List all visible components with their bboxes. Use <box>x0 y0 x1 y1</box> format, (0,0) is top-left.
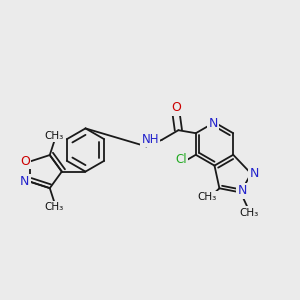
Text: O: O <box>20 155 30 168</box>
Text: CH₃: CH₃ <box>45 202 64 212</box>
Text: N: N <box>208 117 218 130</box>
Text: CH₃: CH₃ <box>239 208 258 218</box>
Text: O: O <box>171 101 181 115</box>
Text: N: N <box>249 167 259 180</box>
Text: NH: NH <box>141 133 159 146</box>
Text: N: N <box>20 175 30 188</box>
Text: CH₃: CH₃ <box>197 192 217 202</box>
Text: CH₃: CH₃ <box>45 131 64 141</box>
Text: N: N <box>237 184 247 197</box>
Text: Cl: Cl <box>175 153 187 167</box>
